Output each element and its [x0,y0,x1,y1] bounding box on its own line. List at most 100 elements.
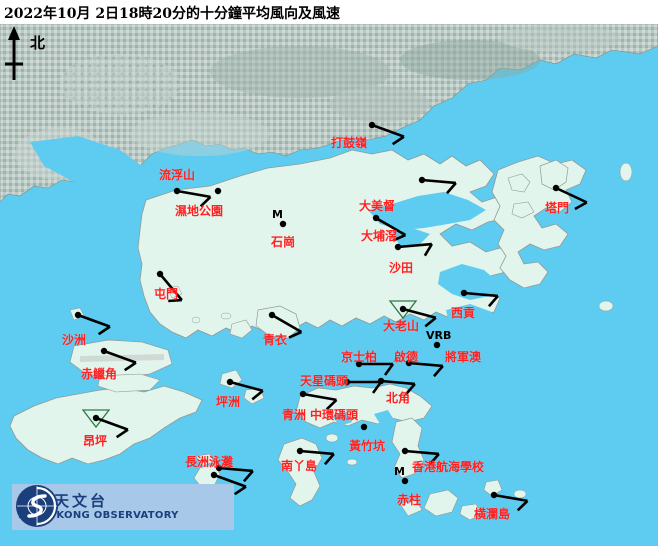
wind-station [81,409,129,439]
wind-barb-feather [233,485,247,496]
station-dot [214,187,222,195]
station-label: 青衣 [263,333,288,347]
wind-barb-feather [574,201,588,211]
wind-station [460,289,499,308]
wind-barb-feather [391,135,405,146]
station-dot [401,477,409,485]
wind-barb-shaft [302,392,337,402]
station-label: 大埔滘 [361,229,398,243]
wind-barb-shaft [555,186,588,204]
calm-wind-marker: M [394,465,405,478]
tung-chung-coast [97,373,161,393]
station-label: 香港航海學校 [412,460,485,474]
station-label: 流浮山 [159,168,196,182]
wind-barb-feather [392,233,406,242]
wind-station [418,176,457,195]
station-label: 北角 [386,391,411,405]
wind-barb-shaft [95,416,129,431]
title-bar: 2022年10月 2日18時20分的十分鐘平均風向及風速 [0,0,658,24]
hko-logo: 香港天文台 HONG KONG OBSERVATORY [12,484,234,530]
station-label: 黃竹坑 [349,439,386,453]
wind-station [388,300,437,328]
hko-logo-icon [16,485,58,527]
wind-barb-feather [242,470,254,483]
wind-station [214,187,222,195]
cheung-chau-north [195,453,215,467]
stanley-peninsula [391,417,425,479]
wind-station [360,423,368,431]
lantau-island [9,385,203,465]
wind-barb-shaft [299,449,334,456]
calm-wind-marker: M [272,208,283,221]
station-label: 將軍澳 [445,350,482,364]
wind-barb-shaft [402,307,437,320]
wind-barb-shaft [397,242,432,249]
map-geography [0,24,658,546]
wind-barb-feather [445,182,457,195]
wind-barb-feather [123,361,137,372]
ma-wan-island [229,319,253,339]
station-dot [360,423,368,431]
wind-station [355,360,395,376]
station-label: 青洲 [282,408,307,422]
wind-station [394,242,433,257]
wind-barb-shaft [404,449,439,456]
station-label: 南丫島 [281,459,318,473]
hk-island-south-bays [332,410,394,426]
station-label: 天星碼頭 [300,374,349,388]
station-label: 塔門 [545,201,570,215]
wind-station [372,214,407,242]
north-arrow-icon [5,26,23,80]
north-label: 北 [30,34,46,52]
deep-bay [30,136,176,200]
station-label: 啟德 [394,350,419,364]
station-label: 赤鱲角 [81,367,118,381]
tolo-harbour [368,192,486,230]
wind-barb-shaft [229,380,264,393]
wind-barb-shaft [271,313,303,334]
wind-barb-feather [404,383,416,396]
wind-barb-feather [432,365,444,378]
station-label: 大美督 [359,199,396,213]
station-label: 沙洲 [62,333,87,347]
wind-barb-layer [74,121,588,512]
wind-barb-feather [115,428,129,439]
station-dot [433,341,441,349]
port-shelter [446,304,498,338]
sai-kung-water [438,264,498,300]
station-dot [279,220,287,228]
station-label: 横瀾島 [474,507,511,521]
minor-islets [191,162,633,499]
wind-barb-feather [325,398,338,411]
wind-barb-shaft [103,349,137,364]
wind-barb-shaft [77,313,111,328]
wind-station [173,187,212,208]
tsing-yi-island [255,305,301,339]
station-label: 昂坪 [83,434,108,448]
wind-station [433,341,441,349]
wind-barb-feather [487,295,499,308]
wind-barb-shaft [218,466,253,473]
wind-barb-shaft [463,291,498,298]
wind-barb-feather [423,243,433,257]
station-label: 京士柏 [341,350,378,364]
wind-barb-shaft [159,273,183,301]
hong-kong-island [295,383,433,429]
wind-barb-shaft [176,189,211,199]
station-label: 大老山 [383,319,420,333]
wind-station [210,471,247,496]
wind-barb-feather [516,499,529,512]
wind-barb-feather [168,298,182,303]
station-label: 石崗 [271,235,296,249]
variable-wind-marker: VRB [426,329,452,342]
po-toi-islands [399,489,483,521]
station-label: 赤柱 [397,493,422,507]
wind-barb-shaft [493,493,528,503]
wind-barb-feather [428,453,440,466]
wind-station [156,270,183,303]
map-canvas: 北 打鼓嶺 流浮山 濕地公園 石崗 M 大美督 塔門 大埔滘 沙田 屯門 西貢 沙洲 大老山 青衣 赤鱲角 京… [0,24,658,546]
wind-station [401,447,440,466]
hko-name-en: HONG KONG OBSERVATORY [18,509,179,521]
wind-barb-shaft [408,361,443,368]
